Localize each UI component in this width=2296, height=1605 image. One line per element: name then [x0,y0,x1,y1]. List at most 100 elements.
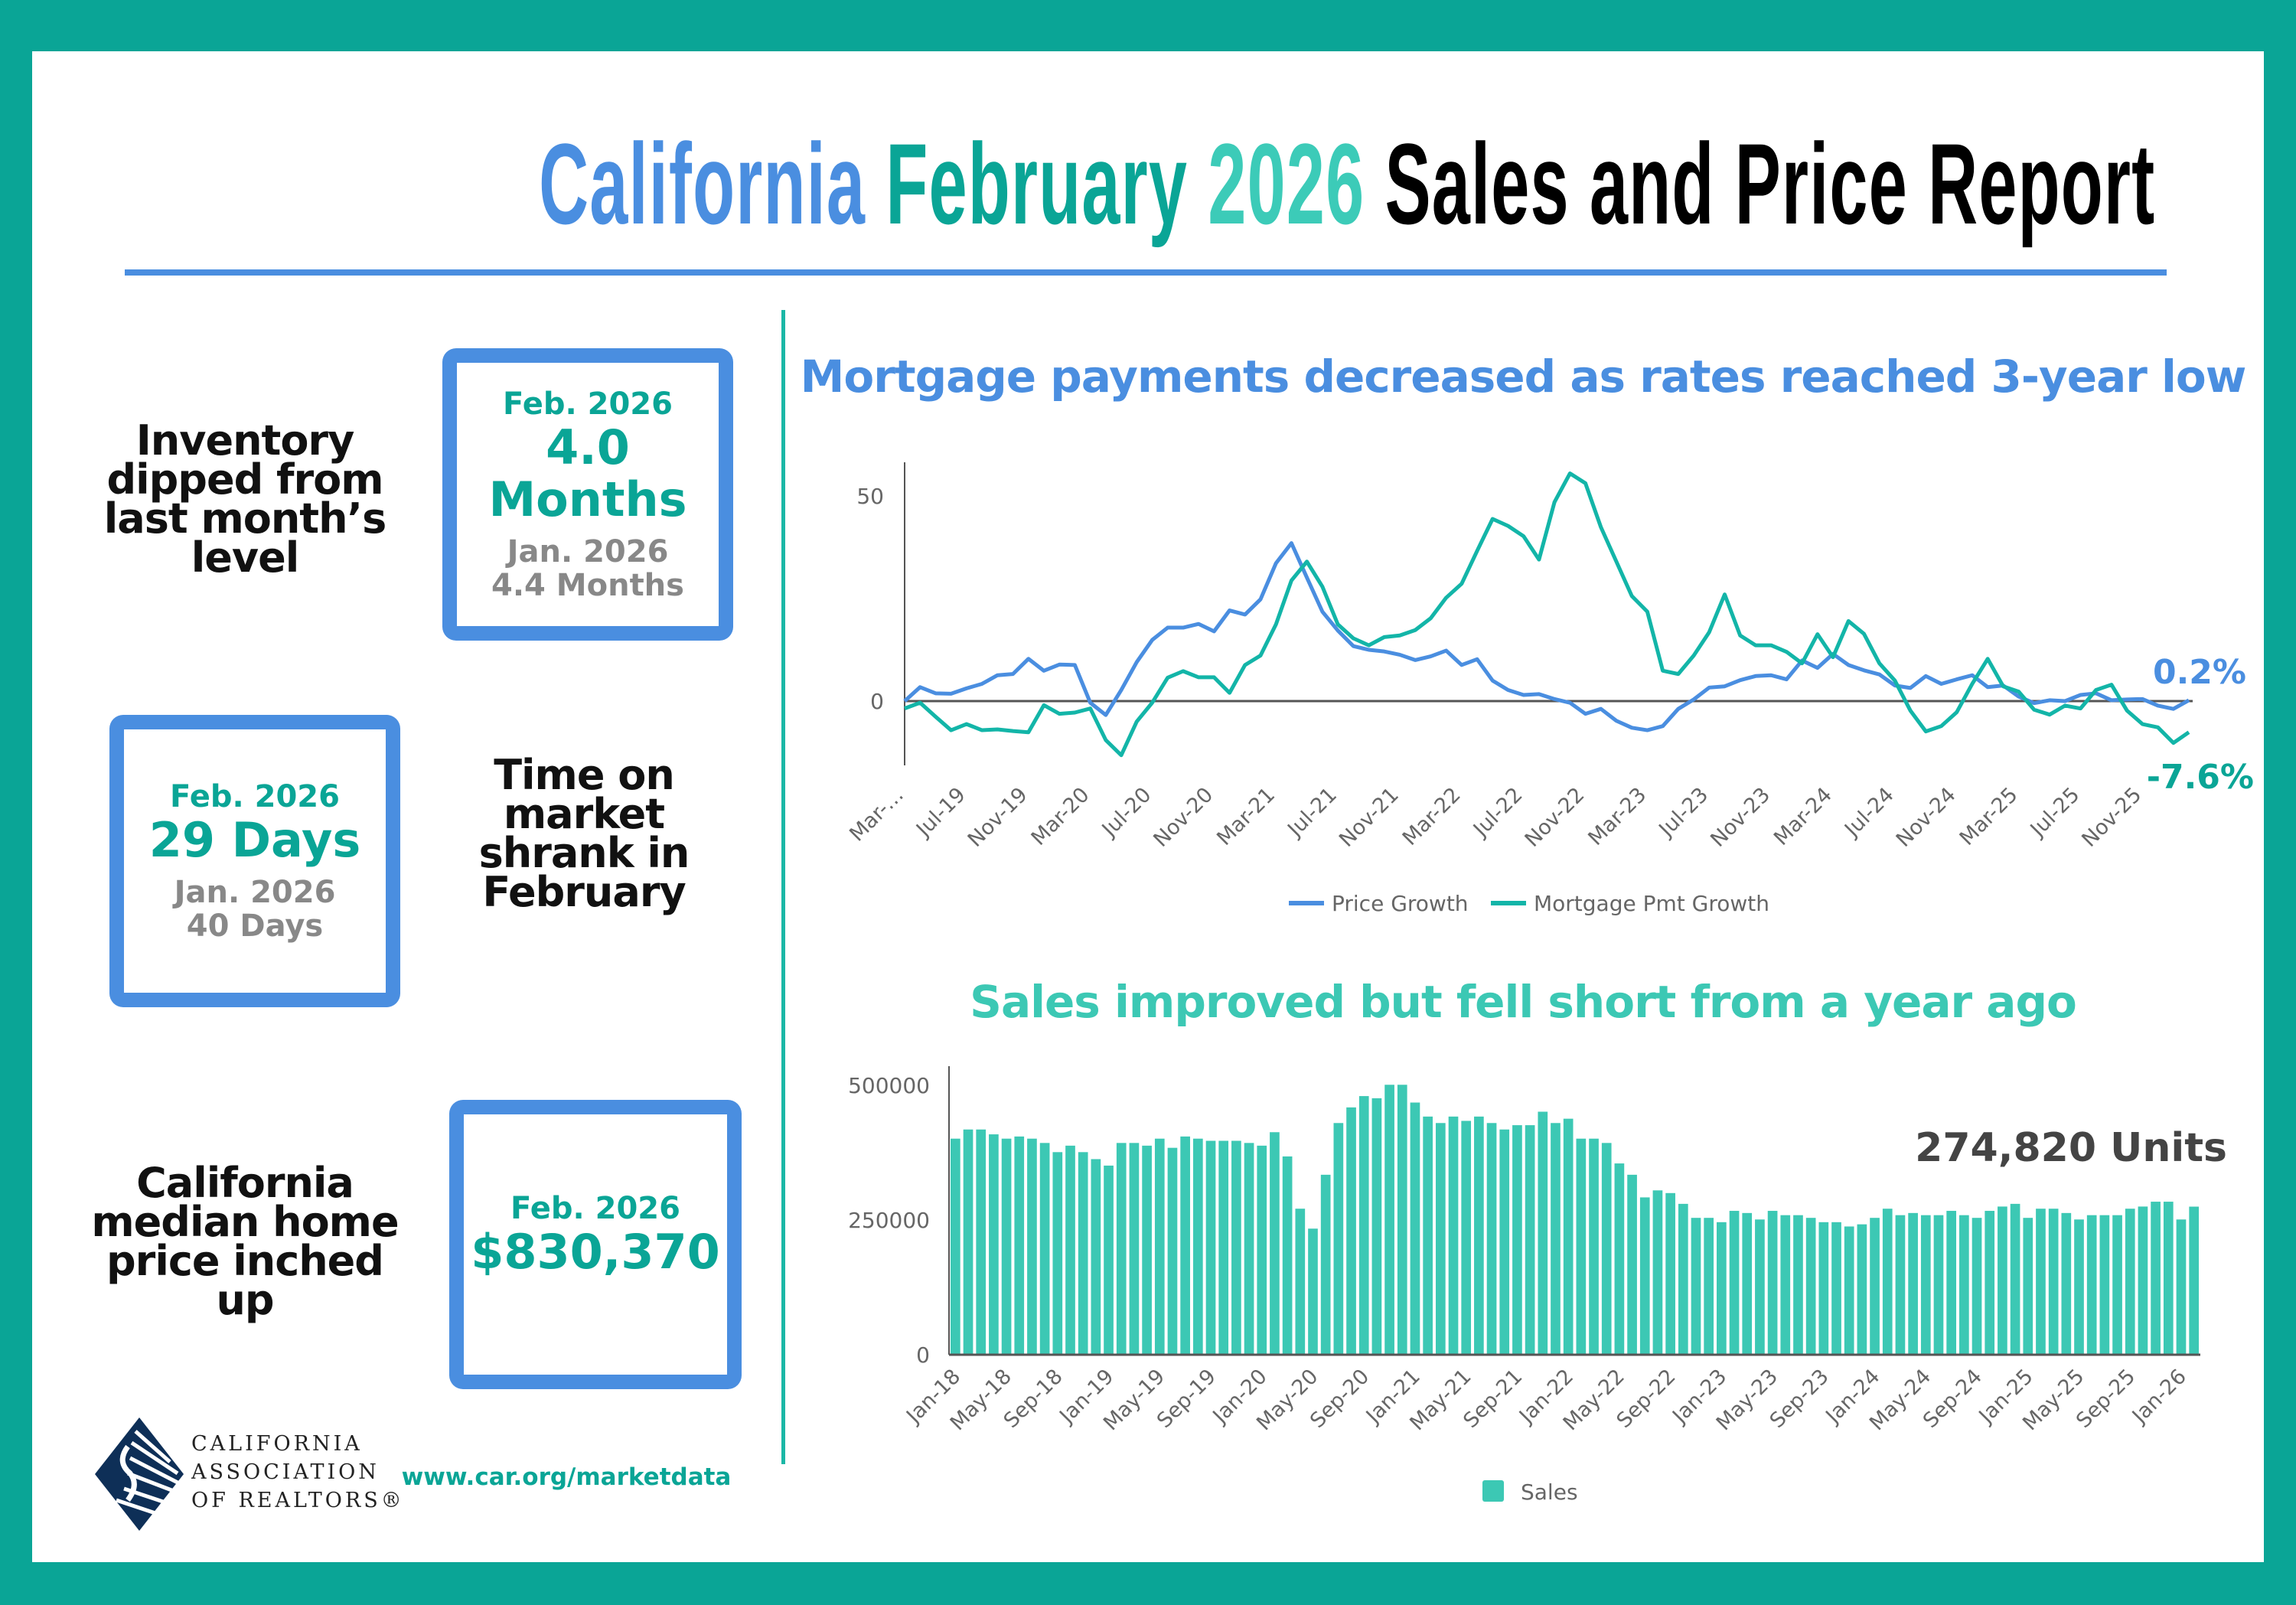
legend-mortgage-label: Mortgage Pmt Growth [1534,891,1769,916]
bar-chart-title: Sales improved but fell short from a yea… [970,976,2077,1028]
sales-bar [1639,1197,1650,1355]
days-on-market-card: Feb. 2026 29 Days Jan. 2026 40 Days [109,715,400,1007]
sales-bar [1525,1125,1535,1355]
sales-bar [1805,1218,1816,1355]
sales-bar [1410,1102,1420,1355]
line-chart-x-tick-label: Jul-22 [1468,783,1528,843]
current-label: Feb. 2026 [170,779,340,814]
sales-bar [1729,1211,1740,1355]
sales-bar [1844,1226,1854,1355]
sales-bar [1027,1138,1037,1355]
line-chart-x-tick-label: Mar-24 [1769,783,1837,850]
days-on-market-caption: Time on market shrank in February [423,755,745,916]
line-chart-x-tick-label: Jul-24 [1839,783,1899,843]
current-value: $830,370 [471,1224,720,1280]
sales-bar [1384,1085,1394,1355]
logo-text: CALIFORNIA ASSOCIATION OF REALTORS® [191,1430,405,1515]
line-chart-x-tick-label: Nov-22 [1521,783,1590,852]
line-chart-x-tick-label: Jul-23 [1654,783,1714,843]
sales-bar [1358,1096,1369,1355]
logo-line: OF REALTORS® [191,1489,405,1512]
market-data-link[interactable]: www.car.org/marketdata [401,1463,732,1491]
line-chart-x-tick-label: Nov-24 [1892,783,1961,852]
mortgage-growth-end-label: -7.6% [2147,758,2254,797]
sales-bar [1371,1098,1382,1355]
caption-line: Inventory [135,416,355,465]
sales-bar [1039,1143,1050,1355]
sales-bar [1142,1145,1152,1355]
sales-bar [1551,1123,1561,1355]
sales-bar [1231,1140,1241,1355]
legend-price-growth-label: Price Growth [1332,891,1469,916]
line-chart-y-tick-label: 50 [856,484,884,509]
sales-bar [1882,1209,1893,1355]
sales-bar [1192,1138,1203,1355]
line-chart-x-tick-label: Jul-19 [911,783,970,843]
sales-bar [1397,1085,1407,1355]
sales-bar [2010,1203,2020,1355]
sales-bar [1742,1212,1753,1355]
sales-bar [1499,1129,1510,1355]
sales-bar [1218,1140,1229,1355]
bar-chart-y-tick-label: 250000 [848,1208,930,1233]
sales-bar [1308,1228,1318,1355]
line-chart-title: Mortgage payments decreased as rates rea… [800,351,2247,403]
line-chart-x-tick-label: Nov-21 [1335,783,1404,852]
sales-bar [1448,1116,1459,1355]
sales-bar [1857,1224,1867,1355]
line-chart-x-tick-label: Nov-25 [2077,783,2146,852]
sales-bar [2036,1209,2046,1355]
sales-bar [1486,1123,1497,1355]
sales-bar [1614,1163,1625,1355]
price-growth-end-label: 0.2% [2153,653,2246,692]
sales-bar [1946,1211,1957,1355]
sales-bar [1001,1138,1012,1355]
caption-line: up [216,1276,274,1324]
caption-line: February [482,868,686,916]
sales-bar [1971,1218,1982,1355]
sales-bar [1908,1212,1918,1355]
sales-bar [1920,1215,1931,1355]
caption-line: market [503,790,665,838]
sales-bar [1244,1143,1254,1355]
sales-bar [1755,1219,1765,1355]
sales-bar [2176,1219,2187,1355]
sales-bar [2074,1219,2084,1355]
title-year: 2026 [1208,119,1365,248]
page-title: California February 2026 Sales and Price… [0,115,2296,253]
sales-bar [1014,1136,1025,1355]
sales-bar [1704,1218,1714,1355]
sales-bar [976,1129,987,1355]
sales-bar [1104,1165,1114,1355]
prev-label: Jan. 2026 [507,534,669,569]
bar-chart-y-tick-label: 0 [916,1342,930,1368]
sales-bar [2086,1215,2097,1355]
line-chart-x-tick-label: Mar-… [845,783,908,847]
line-chart-x-tick-label: Mar-23 [1583,783,1651,850]
sales-bar [951,1138,960,1355]
line-chart-x-tick-label: Mar-22 [1398,783,1466,850]
sales-bar [1601,1143,1612,1355]
current-label: Feb. 2026 [503,387,673,422]
caption-line: median home [91,1198,399,1246]
sales-bar [1257,1145,1267,1355]
sales-bar [1793,1215,1803,1355]
sales-bar [1870,1218,1880,1355]
bar-chart-x-tick-label: Jan-26 [2127,1365,2191,1429]
sales-bar [1180,1136,1190,1355]
sales-bar [1461,1121,1472,1355]
sales-bar [2112,1215,2122,1355]
logo-line: CALIFORNIA [191,1432,363,1456]
current-value: 4.0 Months [488,419,687,527]
legend-sales-label: Sales [1521,1479,1578,1505]
sales-bar [1474,1116,1484,1355]
sales-bar [989,1134,999,1355]
inventory-card: Feb. 2026 4.0 Months Jan. 2026 4.4 Month… [442,348,733,641]
sales-bar [1346,1107,1356,1355]
sales-bar [1512,1125,1522,1355]
sales-bar [1985,1211,1995,1355]
caption-line: shrank in [478,829,690,877]
median-price-card: Feb. 2026 $830,370 [449,1100,742,1389]
sales-bar [2138,1206,2148,1355]
